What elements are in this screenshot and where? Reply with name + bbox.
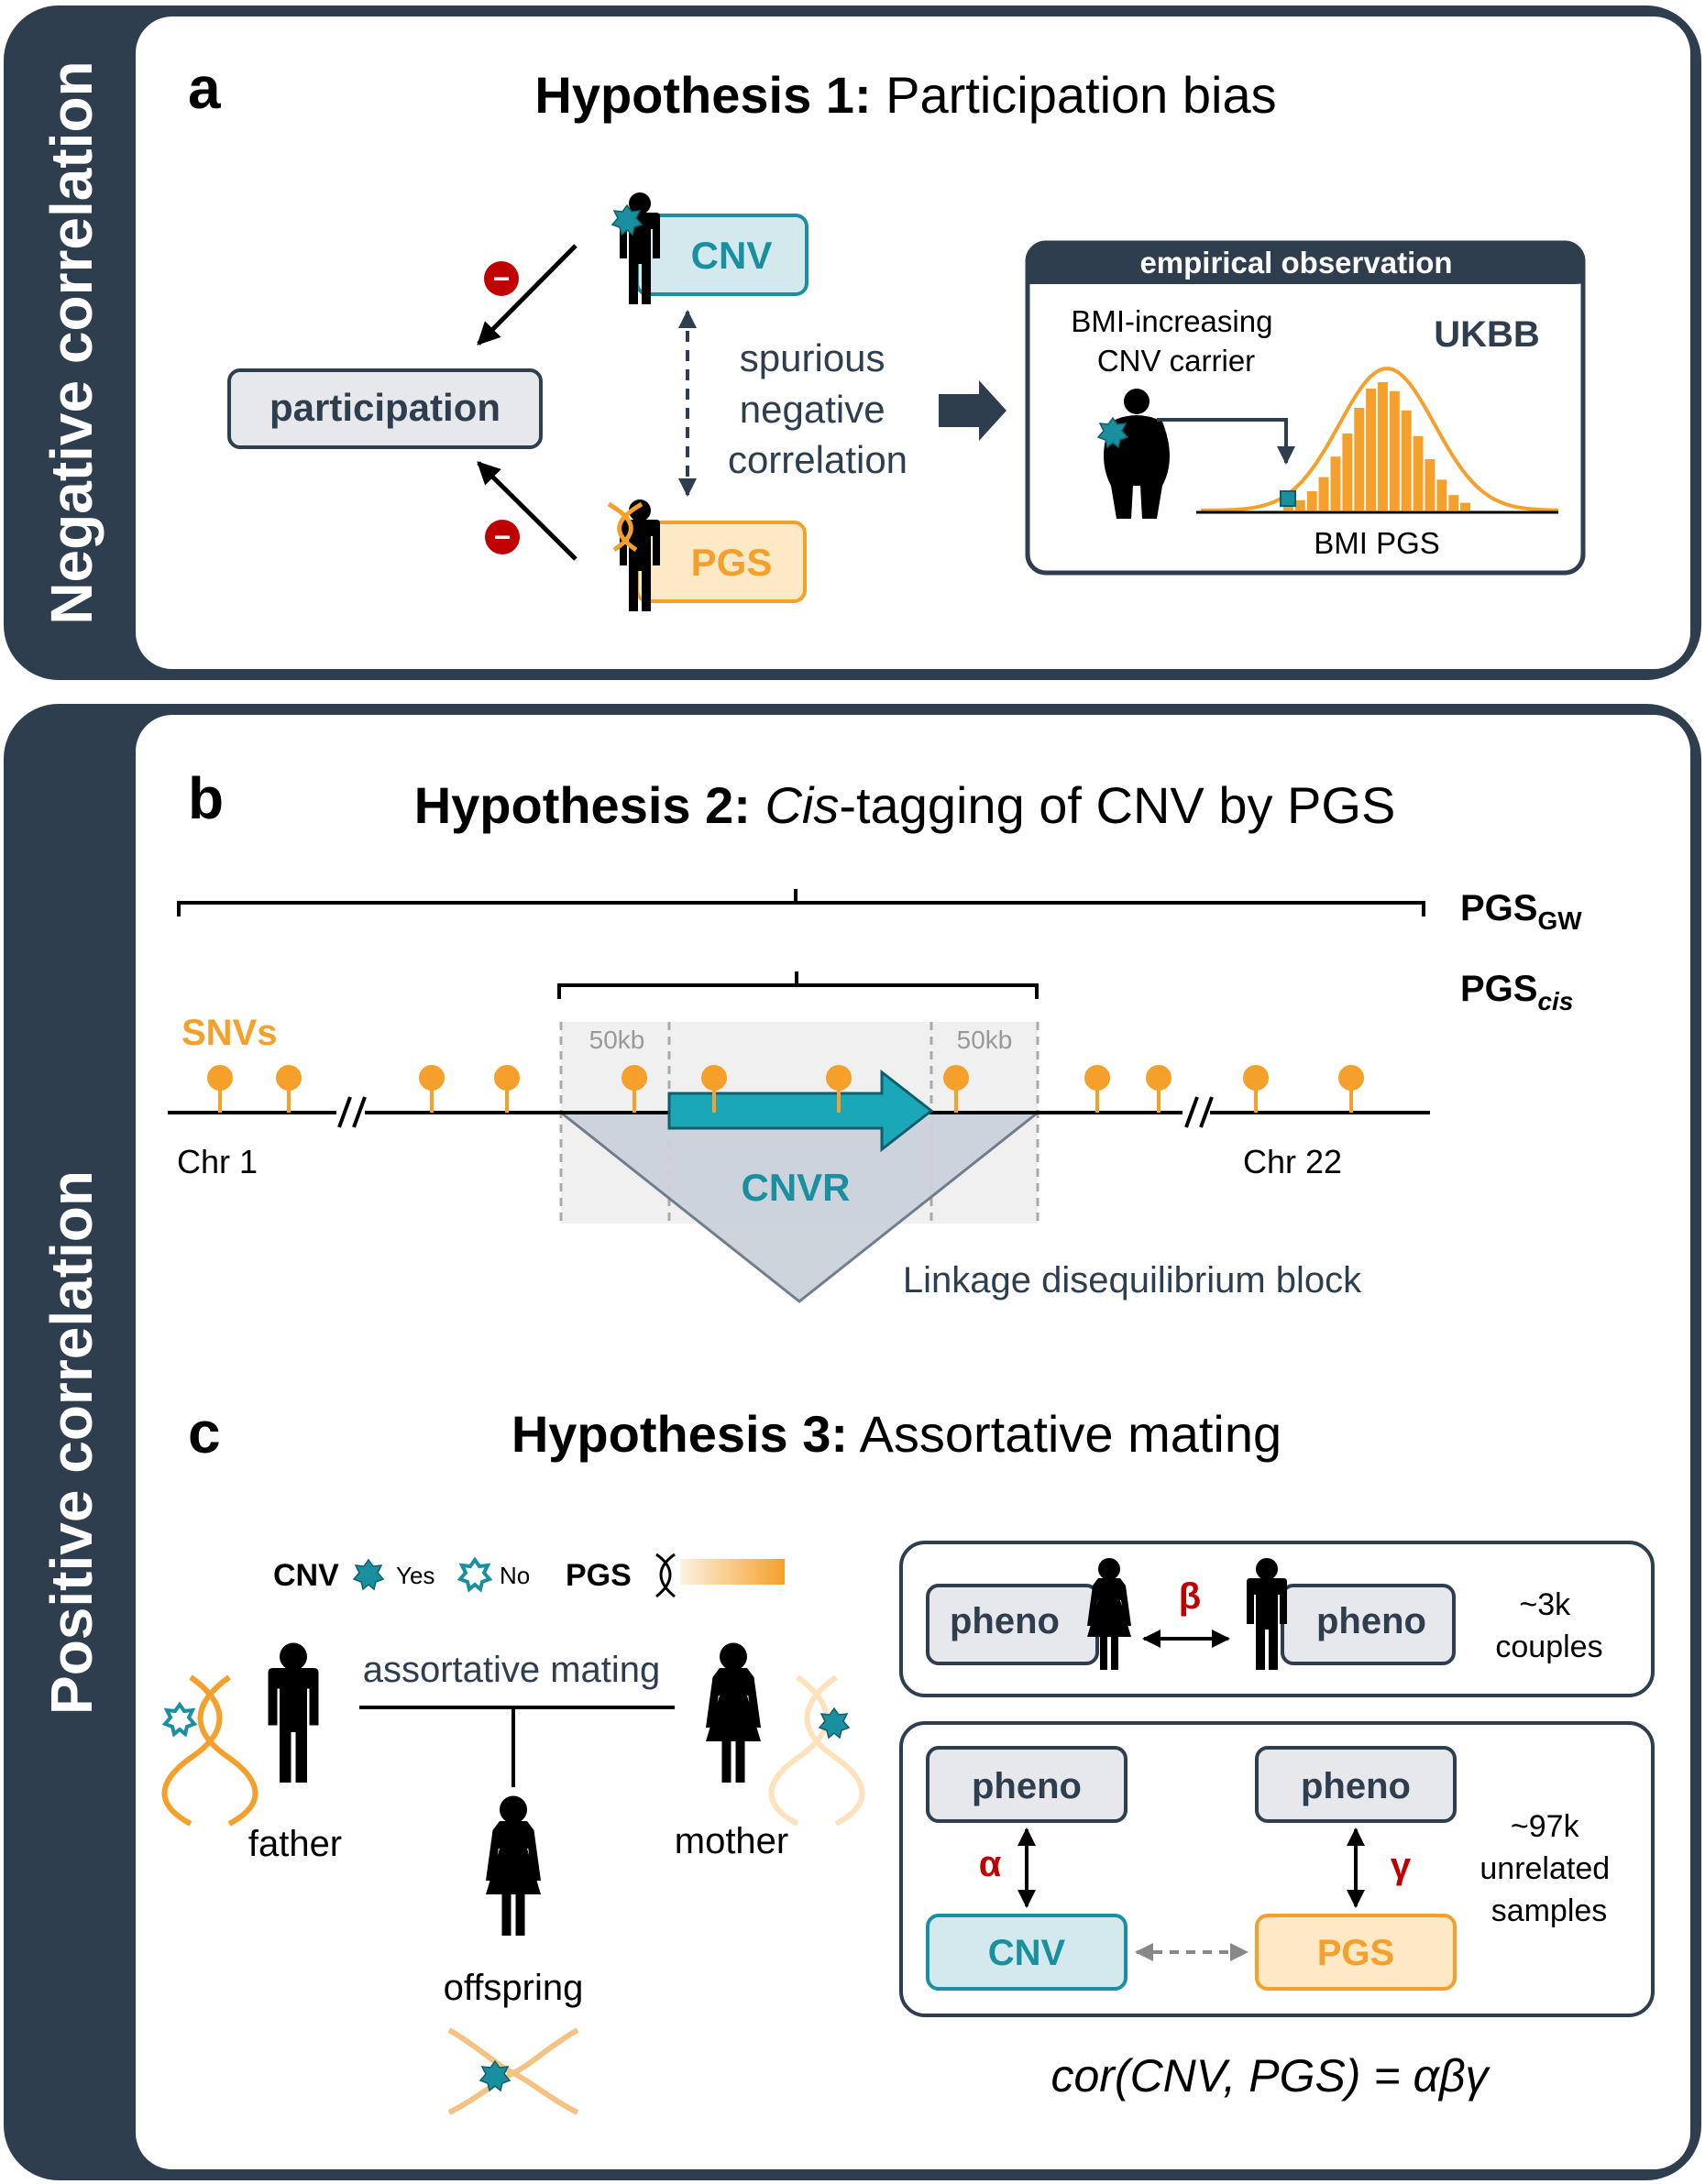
histogram-bar: [1318, 477, 1329, 510]
father-label: father: [248, 1824, 342, 1864]
normal-curve: [1201, 367, 1559, 512]
sidebar-negative-label: Negative correlation: [38, 60, 104, 624]
pheno-box-pgs: [1255, 1746, 1457, 1823]
mother-label: mother: [675, 1821, 789, 1861]
panel-b-letter: b: [188, 765, 224, 831]
cnvr-arrow: [667, 1069, 934, 1153]
pheno-label-cnv: pheno: [972, 1766, 1082, 1806]
participation-label: participation: [270, 386, 500, 429]
unrelated-text: ~97k unrelated samples: [1480, 1809, 1618, 1928]
panel-c-letter: c: [188, 1399, 221, 1465]
histogram-bar: [1424, 459, 1436, 510]
histogram-bar: [1389, 390, 1400, 510]
cnvr-label: CNVR: [741, 1166, 850, 1209]
father-no-star-icon: [161, 1701, 198, 1738]
cnv-label-a: CNV: [691, 234, 773, 277]
sidebar-positive-label: Positive correlation: [38, 1170, 104, 1715]
pgs-dna-icon: [607, 501, 644, 553]
pheno-label-male: pheno: [1316, 1601, 1426, 1641]
bmi-pgs-axis-label: BMI PGS: [1314, 526, 1440, 560]
empirical-header: [1028, 243, 1583, 284]
flank-right-label: 50kb: [957, 1026, 1013, 1054]
legend-pgs-label: PGS: [566, 1558, 632, 1593]
pgs-label-a: PGS: [691, 541, 773, 584]
empirical-title: empirical observation: [1139, 246, 1452, 280]
pgs-gw-label: PGSGW: [1460, 888, 1582, 935]
arrow-cnv-participation: [477, 244, 578, 346]
pheno-label-female: pheno: [950, 1601, 1060, 1641]
cnv-label-c: CNV: [988, 1933, 1066, 1973]
histogram-bar: [1354, 408, 1365, 510]
histogram-bar: [1306, 491, 1317, 510]
chr22-label: Chr 22: [1243, 1143, 1342, 1180]
pgs-cis-label: PGScis: [1460, 969, 1573, 1015]
legend-dna-icon: [655, 1553, 676, 1598]
beta-label: β: [1179, 1576, 1201, 1617]
chromosome-break-1b: [352, 1096, 367, 1128]
legend-pgs-gradient: [680, 1559, 785, 1585]
carrier-pointer-arrow: [1157, 418, 1295, 465]
legend-no-star-icon: [456, 1556, 493, 1593]
panel-a-letter: a: [188, 55, 221, 121]
pheno-label-pgs: pheno: [1301, 1766, 1411, 1806]
chr1-label: Chr 1: [177, 1143, 258, 1180]
histogram-bar: [1436, 479, 1447, 510]
minus-sign-bottom: −: [494, 521, 512, 554]
legend-cnv-label: CNV: [273, 1558, 339, 1593]
carrier-marker: [1280, 490, 1296, 507]
histogram-bar: [1401, 410, 1412, 510]
chromosome-break-1a: [337, 1096, 352, 1128]
snv-markers: [207, 1065, 1364, 1113]
pgs-cis-brace: [557, 971, 1039, 999]
alpha-label: α: [979, 1844, 1002, 1884]
cnv-box-c: [926, 1914, 1128, 1991]
couples-text: ~3k couples: [1495, 1587, 1602, 1664]
carrier-text: BMI-increasing CNV carrier: [1071, 304, 1281, 378]
panel-c-title: Hypothesis 3: Assortative mating: [512, 1405, 1282, 1463]
ld-block-label: Linkage disequilibrium block: [903, 1260, 1362, 1301]
mother-dna-icon: [768, 1674, 865, 1827]
histogram-bar: [1283, 505, 1293, 510]
histogram-bar: [1294, 499, 1305, 510]
histogram-bar: [1330, 456, 1341, 510]
histogram-bar: [1448, 495, 1459, 510]
pgs-box-c: [1255, 1914, 1457, 1991]
participation-box: [227, 368, 543, 449]
histogram-bar: [1366, 389, 1376, 510]
histogram-bar: [1378, 382, 1388, 510]
father-dna-icon: [161, 1674, 258, 1827]
gamma-label: γ: [1391, 1846, 1412, 1886]
pgs-label-c: PGS: [1317, 1933, 1394, 1973]
block-arrow: [939, 380, 1006, 441]
histogram-bar: [1342, 434, 1353, 510]
minus-sign-top: −: [493, 262, 511, 295]
pheno-box-male: [1281, 1584, 1456, 1665]
flank-left-label: 50kb: [589, 1026, 645, 1054]
snvs-label: SNVs: [182, 1013, 278, 1053]
histogram-bar: [1460, 502, 1470, 510]
formula: cor(CNV, PGS) = αβγ: [1050, 2050, 1490, 2102]
pheno-box-cnv: [926, 1746, 1128, 1823]
minus-badge-bottom: [485, 520, 520, 554]
panel-b-title: Hypothesis 2: Cis-tagging of CNV by PGS: [414, 776, 1396, 834]
legend-yes-label: Yes: [396, 1562, 434, 1589]
pgs-gw-brace: [177, 889, 1425, 916]
chromosome-break-2a: [1184, 1096, 1199, 1128]
offspring-label: offspring: [444, 1968, 584, 2008]
pgs-histogram: [1283, 382, 1470, 510]
panel-a-title: Hypothesis 1: Participation bias: [534, 66, 1276, 124]
ukbb-label: UKBB: [1434, 314, 1540, 355]
legend-no-label: No: [500, 1562, 530, 1589]
offspring-dna-icon: [447, 2027, 579, 2115]
chromosome-break-2b: [1199, 1096, 1214, 1128]
arrow-pgs-participation: [477, 461, 578, 561]
histogram-bar: [1413, 435, 1424, 510]
empirical-box: [1025, 240, 1586, 576]
spurious-text: spurious negative correlation: [728, 336, 908, 481]
minus-badge-top: [484, 261, 519, 296]
assortative-mating-label: assortative mating: [363, 1650, 661, 1690]
